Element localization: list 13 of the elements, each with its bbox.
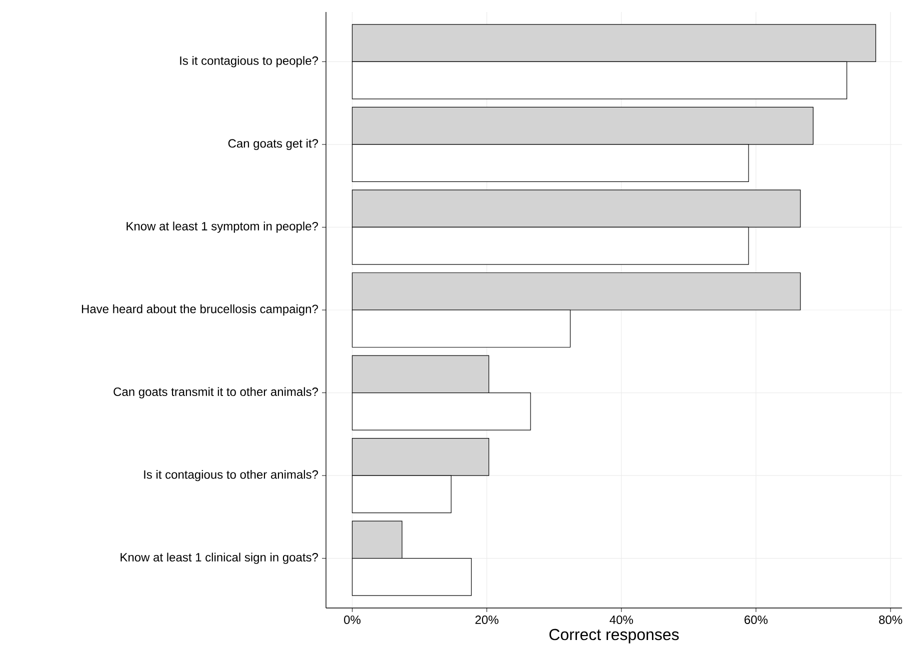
x-tick-label: 40% bbox=[610, 616, 633, 624]
y-tick-label: Can goats transmit it to other animals? bbox=[114, 387, 318, 398]
y-tick-label: Is it contagious to other animals? bbox=[144, 470, 318, 482]
x-tick-label: 0% bbox=[344, 616, 360, 624]
y-tick-label: Is it contagious to people? bbox=[180, 56, 318, 68]
x-tick-label: 80% bbox=[879, 616, 902, 624]
y-tick-label: Can goats get it? bbox=[228, 138, 318, 150]
x-axis-title: Correct responses bbox=[549, 628, 679, 644]
x-tick-label: 60% bbox=[744, 616, 768, 624]
y-tick-label: Know at least 1 clinical sign in goats? bbox=[120, 552, 318, 564]
y-tick-label: Have heard about the brucellosis campaign? bbox=[82, 304, 318, 316]
y-tick-label: Know at least 1 symptom in people? bbox=[126, 222, 318, 233]
x-tick-label: 20% bbox=[475, 616, 498, 624]
